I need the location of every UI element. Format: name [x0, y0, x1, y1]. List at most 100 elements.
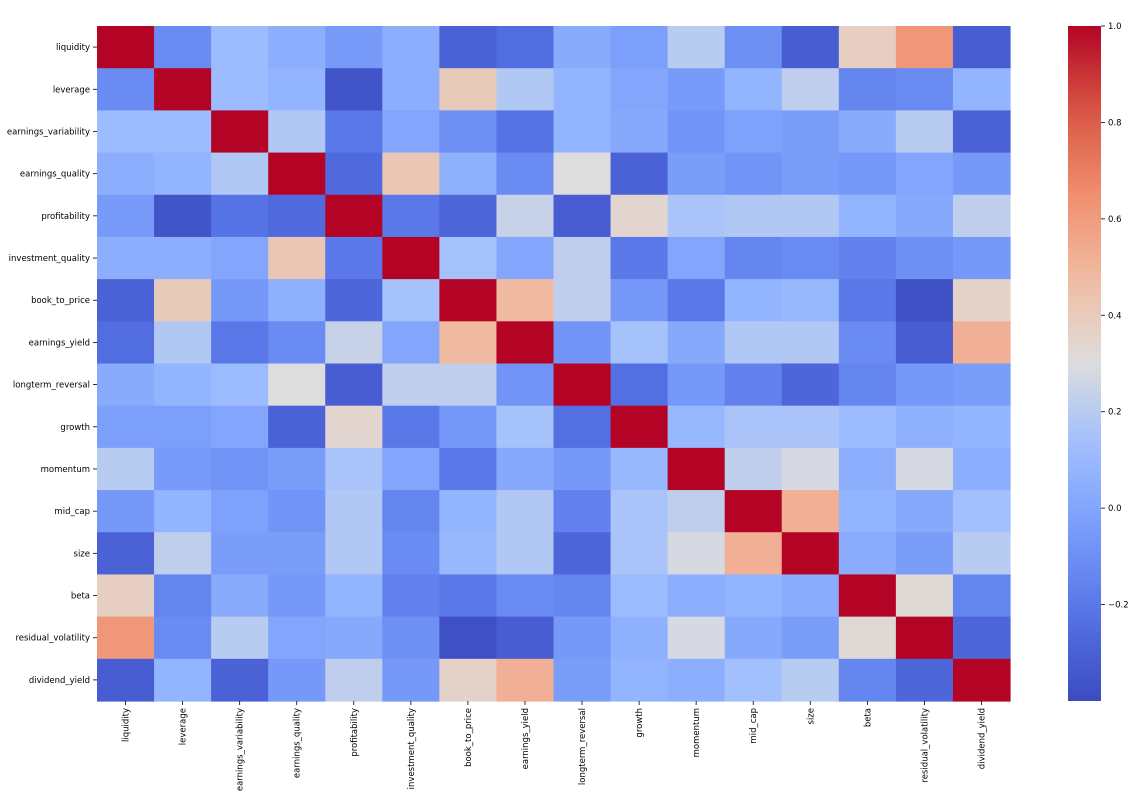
heatmap-cell-longterm_reversal-liquidity: [97, 363, 155, 407]
heatmap-cell-size-dividend_yield: [952, 532, 1011, 576]
heatmap-cell-size-size: [781, 532, 840, 576]
heatmap-cell-dividend_yield-profitability: [325, 658, 383, 702]
heatmap-cell-momentum-earnings_variability: [211, 447, 269, 491]
heatmap-cell-leverage-earnings_quality: [268, 68, 326, 111]
heatmap-cell-mid_cap-liquidity: [97, 490, 155, 533]
heatmap-cell-growth-mid_cap: [724, 405, 783, 449]
heatmap-cell-dividend_yield-dividend_yield: [952, 658, 1011, 702]
heatmap-cell-longterm_reversal-book_to_price: [439, 363, 498, 407]
row-label: profitability: [41, 212, 90, 222]
heatmap-cell-investment_quality-liquidity: [97, 236, 155, 280]
heatmap-cell-investment_quality-growth: [610, 236, 669, 280]
heatmap-cell-earnings_quality-momentum: [667, 152, 726, 196]
heatmap-cell-mid_cap-earnings_variability: [211, 490, 269, 533]
heatmap-cell-profitability-mid_cap: [724, 194, 783, 238]
heatmap-cell-investment_quality-longterm_reversal: [553, 236, 612, 280]
heatmap-cell-profitability-longterm_reversal: [553, 194, 612, 238]
heatmap-cell-residual_volatility-earnings_quality: [268, 616, 326, 660]
heatmap-cell-liquidity-book_to_price: [439, 26, 498, 69]
column-label: growth: [635, 708, 645, 738]
heatmap-cell-longterm_reversal-earnings_variability: [211, 363, 269, 407]
column-label: earnings_variability: [236, 708, 246, 791]
heatmap-cell-earnings_quality-mid_cap: [724, 152, 783, 196]
heatmap-cell-earnings_quality-residual_volatility: [895, 152, 954, 196]
heatmap-cell-beta-growth: [610, 574, 669, 618]
heatmap-cell-profitability-beta: [838, 194, 897, 238]
heatmap-cell-liquidity-earnings_yield: [496, 26, 555, 69]
heatmap-cell-book_to_price-longterm_reversal: [553, 279, 612, 322]
heatmap-cell-earnings_quality-book_to_price: [439, 152, 498, 196]
heatmap-cell-momentum-momentum: [667, 447, 726, 491]
heatmap-cell-residual_volatility-longterm_reversal: [553, 616, 612, 660]
heatmap-cell-book_to_price-earnings_quality: [268, 279, 326, 322]
heatmap-cell-earnings_yield-investment_quality: [382, 321, 440, 365]
row-label: momentum: [41, 465, 90, 475]
heatmap-cell-investment_quality-earnings_yield: [496, 236, 555, 280]
heatmap-cell-mid_cap-dividend_yield: [952, 490, 1011, 533]
colorbar-tick-label: 0.0: [1108, 504, 1122, 514]
heatmap-cell-longterm_reversal-leverage: [154, 363, 212, 407]
heatmap-cell-size-momentum: [667, 532, 726, 576]
heatmap-cell-growth-profitability: [325, 405, 383, 449]
row-label: residual_volatility: [15, 634, 90, 644]
heatmap-cell-size-earnings_variability: [211, 532, 269, 576]
heatmap-cell-book_to_price-earnings_yield: [496, 279, 555, 322]
heatmap-cell-momentum-earnings_yield: [496, 447, 555, 491]
heatmap-cell-momentum-book_to_price: [439, 447, 498, 491]
heatmap-cell-growth-earnings_yield: [496, 405, 555, 449]
heatmap-cell-liquidity-liquidity: [97, 26, 155, 69]
heatmap-cell-beta-size: [781, 574, 840, 618]
heatmap-cell-residual_volatility-dividend_yield: [952, 616, 1011, 660]
heatmap-cell-beta-dividend_yield: [952, 574, 1011, 618]
heatmap-cell-leverage-dividend_yield: [952, 68, 1011, 111]
heatmap-cell-size-leverage: [154, 532, 212, 576]
heatmap-cell-investment_quality-momentum: [667, 236, 726, 280]
heatmap-cell-longterm_reversal-mid_cap: [724, 363, 783, 407]
row-label: longterm_reversal: [13, 381, 90, 391]
heatmap-cell-dividend_yield-beta: [838, 658, 897, 702]
colorbar-tick-label: 1.0: [1108, 22, 1122, 32]
heatmap-cell-residual_volatility-book_to_price: [439, 616, 498, 660]
heatmap-cell-leverage-size: [781, 68, 840, 111]
heatmap-cell-dividend_yield-earnings_yield: [496, 658, 555, 702]
heatmap-cell-earnings_quality-earnings_yield: [496, 152, 555, 196]
column-label: mid_cap: [749, 708, 759, 744]
heatmap-cell-mid_cap-leverage: [154, 490, 212, 533]
heatmap-cell-growth-momentum: [667, 405, 726, 449]
heatmap-cell-profitability-leverage: [154, 194, 212, 238]
heatmap-cell-investment_quality-size: [781, 236, 840, 280]
row-label: growth: [60, 423, 90, 433]
heatmap-cell-book_to_price-momentum: [667, 279, 726, 322]
heatmap-cell-book_to_price-profitability: [325, 279, 383, 322]
heatmap-cell-leverage-investment_quality: [382, 68, 440, 111]
heatmap-cell-size-book_to_price: [439, 532, 498, 576]
heatmap-cell-growth-earnings_variability: [211, 405, 269, 449]
heatmap-cell-liquidity-leverage: [154, 26, 212, 69]
heatmap-cell-book_to_price-growth: [610, 279, 669, 322]
heatmap-cell-leverage-leverage: [154, 68, 212, 111]
heatmap-cell-earnings_yield-earnings_variability: [211, 321, 269, 365]
heatmap-cell-beta-profitability: [325, 574, 383, 618]
heatmap-cell-leverage-earnings_variability: [211, 68, 269, 111]
column-label: dividend_yield: [977, 708, 987, 769]
heatmap-cell-earnings_quality-longterm_reversal: [553, 152, 612, 196]
heatmap-cell-growth-investment_quality: [382, 405, 440, 449]
heatmap-cell-earnings_variability-momentum: [667, 110, 726, 154]
column-label: beta: [863, 708, 873, 727]
heatmap-cell-earnings_variability-beta: [838, 110, 897, 154]
heatmap-cell-longterm_reversal-earnings_yield: [496, 363, 555, 407]
heatmap-cell-earnings_quality-leverage: [154, 152, 212, 196]
heatmap-cell-momentum-longterm_reversal: [553, 447, 612, 491]
heatmap-cell-mid_cap-investment_quality: [382, 490, 440, 533]
heatmap-cell-liquidity-dividend_yield: [952, 26, 1011, 69]
heatmap-cell-dividend_yield-earnings_quality: [268, 658, 326, 702]
row-label: mid_cap: [54, 507, 90, 517]
row-labels: liquidity leverage earnings_variabilityear…: [7, 43, 97, 686]
row-label: beta: [71, 592, 90, 602]
heatmap-cell-residual_volatility-liquidity: [97, 616, 155, 660]
heatmap-cell-liquidity-investment_quality: [382, 26, 440, 69]
column-label: earnings_quality: [293, 708, 303, 778]
heatmap-cell-book_to_price-book_to_price: [439, 279, 498, 322]
row-label: book_to_price: [31, 296, 90, 306]
